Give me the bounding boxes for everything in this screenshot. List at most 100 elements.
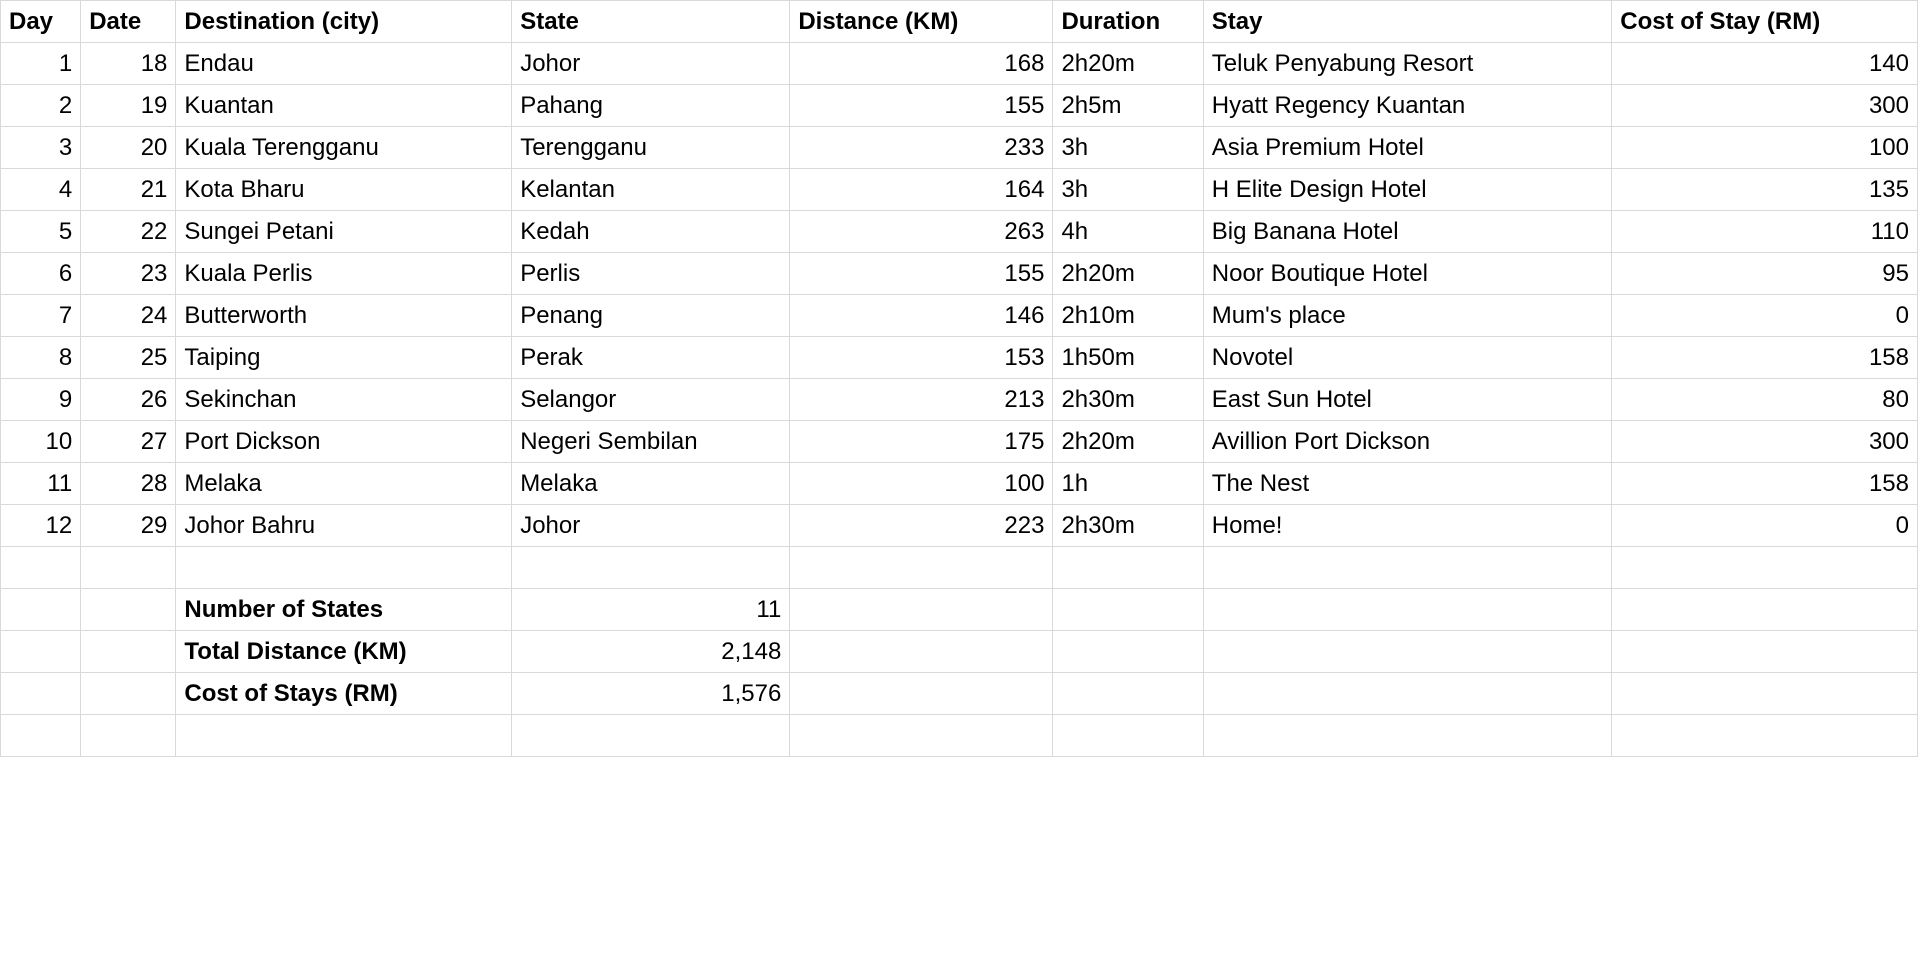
cell-date: 20 [81,127,176,169]
cell-cost: 158 [1612,463,1918,505]
cell-date: 27 [81,421,176,463]
empty-cell [1612,715,1918,757]
cell-dest: Sungei Petani [176,211,512,253]
empty-cell [1,673,81,715]
cell-dest: Kuala Perlis [176,253,512,295]
empty-cell [790,715,1053,757]
empty-cell [1053,589,1203,631]
header-row: Day Date Destination (city) State Distan… [1,1,1918,43]
cell-cost: 300 [1612,421,1918,463]
cell-duration: 2h20m [1053,253,1203,295]
cell-dest: Port Dickson [176,421,512,463]
cell-state: Johor [512,505,790,547]
cell-distance: 146 [790,295,1053,337]
cell-day: 4 [1,169,81,211]
cell-stay: Avillion Port Dickson [1203,421,1611,463]
cell-duration: 1h50m [1053,337,1203,379]
empty-cell [1612,589,1918,631]
empty-cell [1203,589,1611,631]
cell-state: Perak [512,337,790,379]
col-header-stay: Stay [1203,1,1611,43]
cell-distance: 153 [790,337,1053,379]
empty-cell [81,673,176,715]
cell-day: 10 [1,421,81,463]
cell-cost: 100 [1612,127,1918,169]
cell-state: Negeri Sembilan [512,421,790,463]
cell-distance: 223 [790,505,1053,547]
cell-day: 3 [1,127,81,169]
table-row: 926SekinchanSelangor2132h30mEast Sun Hot… [1,379,1918,421]
cell-dest: Kuantan [176,85,512,127]
cell-distance: 233 [790,127,1053,169]
cell-date: 28 [81,463,176,505]
empty-cell [1612,631,1918,673]
cell-duration: 4h [1053,211,1203,253]
cell-state: Pahang [512,85,790,127]
cell-day: 2 [1,85,81,127]
empty-cell [81,715,176,757]
cell-dest: Kuala Terengganu [176,127,512,169]
empty-cell [1612,673,1918,715]
empty-cell [81,547,176,589]
empty-row [1,715,1918,757]
cell-stay: Big Banana Hotel [1203,211,1611,253]
itinerary-table: Day Date Destination (city) State Distan… [0,0,1918,757]
cell-state: Terengganu [512,127,790,169]
cell-distance: 100 [790,463,1053,505]
empty-cell [790,547,1053,589]
table-row: 1128MelakaMelaka1001hThe Nest158 [1,463,1918,505]
cell-day: 12 [1,505,81,547]
cell-distance: 155 [790,85,1053,127]
empty-cell [512,547,790,589]
cell-cost: 110 [1612,211,1918,253]
empty-cell [1053,715,1203,757]
cell-state: Selangor [512,379,790,421]
cell-stay: H Elite Design Hotel [1203,169,1611,211]
cell-day: 8 [1,337,81,379]
empty-cell [176,715,512,757]
cell-duration: 2h5m [1053,85,1203,127]
cell-date: 29 [81,505,176,547]
col-header-dest: Destination (city) [176,1,512,43]
cell-cost: 95 [1612,253,1918,295]
cell-duration: 3h [1053,127,1203,169]
cell-distance: 168 [790,43,1053,85]
empty-cell [1203,631,1611,673]
cell-stay: Hyatt Regency Kuantan [1203,85,1611,127]
table-row: 623Kuala PerlisPerlis1552h20mNoor Boutiq… [1,253,1918,295]
col-header-day: Day [1,1,81,43]
cell-day: 9 [1,379,81,421]
cell-day: 11 [1,463,81,505]
table-row: 118EndauJohor1682h20mTeluk Penyabung Res… [1,43,1918,85]
cell-day: 6 [1,253,81,295]
table-row: 825TaipingPerak1531h50mNovotel158 [1,337,1918,379]
empty-cell [1,547,81,589]
cell-cost: 158 [1612,337,1918,379]
cell-stay: East Sun Hotel [1203,379,1611,421]
empty-cell [1203,547,1611,589]
col-header-duration: Duration [1053,1,1203,43]
table-row: 724ButterworthPenang1462h10mMum's place0 [1,295,1918,337]
cell-date: 23 [81,253,176,295]
empty-cell [1053,547,1203,589]
empty-cell [790,631,1053,673]
cell-stay: Home! [1203,505,1611,547]
col-header-cost: Cost of Stay (RM) [1612,1,1918,43]
cell-cost: 0 [1612,295,1918,337]
cell-day: 1 [1,43,81,85]
table-row: 1229Johor BahruJohor2232h30mHome!0 [1,505,1918,547]
summary-value-states: 11 [512,589,790,631]
cell-cost: 140 [1612,43,1918,85]
cell-day: 7 [1,295,81,337]
table-row: 219KuantanPahang1552h5mHyatt Regency Kua… [1,85,1918,127]
empty-cell [1,589,81,631]
empty-cell [1,715,81,757]
empty-cell [1203,715,1611,757]
summary-label-states: Number of States [176,589,512,631]
cell-dest: Melaka [176,463,512,505]
cell-date: 21 [81,169,176,211]
cell-date: 25 [81,337,176,379]
summary-label-distance: Total Distance (KM) [176,631,512,673]
table-body: 118EndauJohor1682h20mTeluk Penyabung Res… [1,43,1918,757]
cell-duration: 2h20m [1053,421,1203,463]
